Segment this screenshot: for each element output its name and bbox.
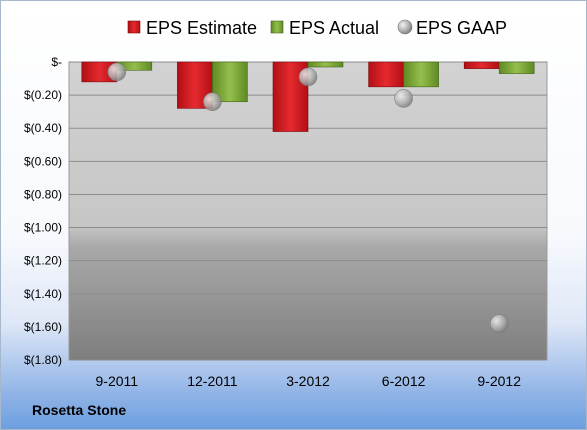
legend: EPS Estimate EPS Actual EPS GAAP xyxy=(127,18,507,38)
y-tick-label: $(1.20) xyxy=(24,254,62,268)
gaap-marker-3-2012 xyxy=(298,67,318,87)
legend-swatch-2 xyxy=(397,19,413,35)
actual-bar-9-2012 xyxy=(498,61,535,74)
x-axis-labels: 9-2011 12-2011 3-2012 6-2012 9-2012 xyxy=(96,373,522,389)
y-tick-label: $(1.80) xyxy=(24,353,62,367)
gaap-marker-9-2011 xyxy=(107,62,127,82)
company-label: Rosetta Stone xyxy=(32,402,127,418)
y-tick-label: $- xyxy=(51,55,62,69)
gaap-marker-6-2012 xyxy=(394,89,413,108)
x-tick-label: 9-2011 xyxy=(96,373,139,389)
x-tick-label: 6-2012 xyxy=(382,373,426,389)
y-tick-label: $(1.40) xyxy=(24,287,62,301)
y-tick-label: $(1.60) xyxy=(24,320,62,334)
estimate-bar-6-2012 xyxy=(368,61,404,88)
estimate-bar-9-2012 xyxy=(463,61,500,69)
x-tick-label: 3-2012 xyxy=(286,373,330,389)
y-tick-label: $(0.60) xyxy=(24,154,62,168)
y-tick-label: $(0.80) xyxy=(24,187,62,201)
actual-bar-6-2012 xyxy=(403,61,439,88)
legend-label: EPS Actual xyxy=(289,18,379,38)
gaap-marker-12-2011 xyxy=(203,92,222,112)
y-tick-label: $(1.00) xyxy=(24,221,62,235)
y-axis-ticks: $- $(0.20) $(0.40) $(0.60) $(0.80) $(1.00) $(1… xyxy=(24,55,62,367)
gaap-marker-9-2012 xyxy=(489,314,509,333)
x-tick-label: 12-2011 xyxy=(187,373,238,389)
x-tick-label: 9-2012 xyxy=(477,373,521,389)
legend-label: EPS GAAP xyxy=(416,18,507,38)
legend-swatch-1 xyxy=(270,20,284,34)
legend-label: EPS Estimate xyxy=(146,18,257,38)
actual-bar-3-2012 xyxy=(307,61,344,68)
y-tick-label: $(0.40) xyxy=(24,121,62,135)
gaap-markers xyxy=(107,62,509,333)
y-tick-label: $(0.20) xyxy=(24,88,62,102)
legend-swatch-0 xyxy=(127,20,141,34)
